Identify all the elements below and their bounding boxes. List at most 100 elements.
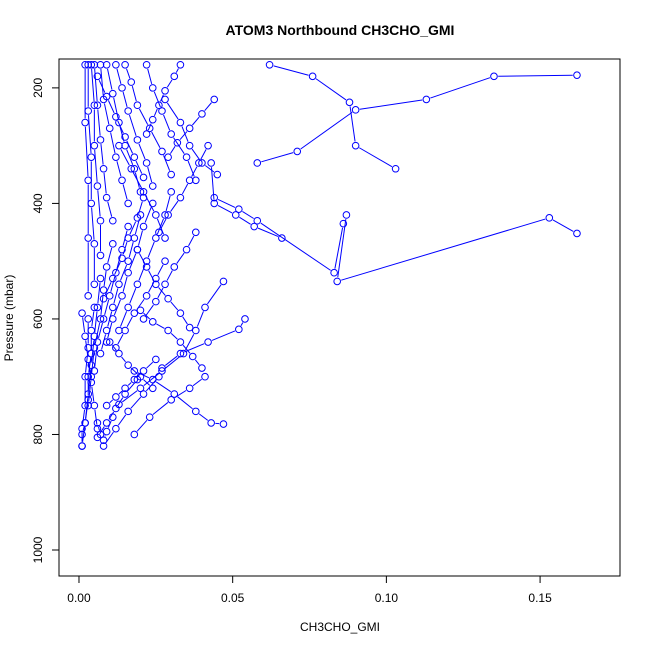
series-segment xyxy=(160,218,167,229)
data-point xyxy=(170,390,179,398)
series-segment xyxy=(359,99,423,110)
data-point xyxy=(130,234,139,242)
series-segment xyxy=(116,161,122,177)
series-segment xyxy=(98,426,100,431)
data-point xyxy=(84,372,93,381)
x-tick-label: 0.00 xyxy=(67,591,91,605)
data-point xyxy=(78,424,86,433)
series-segment xyxy=(164,355,181,369)
series-segment xyxy=(88,363,92,379)
data-point xyxy=(102,263,111,271)
series-segment xyxy=(126,140,134,154)
data-point xyxy=(99,286,108,294)
data-point xyxy=(142,130,151,138)
data-point xyxy=(339,219,348,228)
x-axis: 0.00 0.05 0.10 0.15 xyxy=(67,576,552,605)
data-point xyxy=(121,390,129,398)
x-axis-label: CH3CHO_GMI xyxy=(300,620,380,634)
data-point xyxy=(118,254,126,263)
series-segment xyxy=(134,218,140,235)
data-point xyxy=(191,228,200,237)
data-point xyxy=(164,211,172,219)
series-segment xyxy=(132,172,143,189)
series-segment xyxy=(100,294,104,315)
series-segment xyxy=(257,227,279,237)
series-segment xyxy=(97,282,101,304)
data-point xyxy=(136,306,145,315)
data-point xyxy=(93,182,102,190)
data-point xyxy=(235,325,243,334)
series-3 xyxy=(253,71,581,167)
series-segment xyxy=(207,284,222,305)
data-point xyxy=(152,355,160,364)
data-point xyxy=(278,234,286,242)
data-point xyxy=(78,309,86,317)
data-point xyxy=(164,294,172,303)
data-point xyxy=(173,138,182,147)
data-point xyxy=(136,188,145,196)
data-point xyxy=(81,419,89,427)
series-segment xyxy=(122,276,128,292)
series-22 xyxy=(90,60,117,225)
y-axis: 200 400 600 800 1000 xyxy=(31,78,59,563)
chart-title: ATOM3 Northbound CH3CHO_GMI xyxy=(226,22,455,38)
data-point xyxy=(545,214,554,222)
x-tick-label: 0.05 xyxy=(221,591,245,605)
data-point xyxy=(176,60,185,69)
data-point xyxy=(108,413,117,421)
data-point xyxy=(265,60,274,69)
data-point xyxy=(124,222,132,231)
series-segment xyxy=(113,299,121,316)
series-41 xyxy=(99,193,148,303)
series-segment xyxy=(138,253,146,264)
data-point xyxy=(99,294,108,303)
data-point xyxy=(164,326,172,335)
data-point xyxy=(112,112,120,121)
series-segment xyxy=(94,409,98,425)
series-segment xyxy=(113,97,119,119)
series-segment xyxy=(107,68,113,90)
series-segment xyxy=(88,357,92,373)
series-segment xyxy=(143,379,151,386)
data-point xyxy=(108,240,117,248)
series-segment xyxy=(163,114,171,131)
data-point xyxy=(90,141,99,150)
series-segment xyxy=(191,148,200,160)
series-segment xyxy=(204,102,212,112)
data-point xyxy=(142,159,151,167)
data-point xyxy=(127,78,136,86)
series-layer xyxy=(78,60,581,450)
series-segment xyxy=(156,323,165,329)
data-point xyxy=(90,240,99,248)
data-point xyxy=(124,107,132,115)
series-segment xyxy=(117,120,124,134)
data-point xyxy=(133,280,142,289)
series-segment xyxy=(147,123,152,131)
data-point xyxy=(182,245,191,254)
data-point xyxy=(195,159,203,167)
data-point xyxy=(170,263,179,271)
data-point xyxy=(121,384,129,393)
series-segment xyxy=(91,207,95,240)
data-point xyxy=(102,401,111,410)
series-segment xyxy=(136,419,148,432)
data-point xyxy=(133,101,142,110)
data-point xyxy=(185,323,194,332)
data-point xyxy=(573,71,581,79)
data-point xyxy=(124,199,132,208)
series-segment xyxy=(145,304,154,316)
data-point xyxy=(102,60,111,69)
data-point xyxy=(102,326,111,335)
series-segment xyxy=(128,242,134,258)
series-segment xyxy=(204,165,215,173)
data-point xyxy=(99,442,108,450)
data-point xyxy=(118,176,126,185)
series-segment xyxy=(85,403,89,419)
data-point xyxy=(87,153,96,162)
data-point xyxy=(210,199,219,208)
data-point xyxy=(96,349,105,358)
data-point xyxy=(185,176,194,185)
data-point xyxy=(198,159,206,167)
series-segment xyxy=(104,282,112,296)
